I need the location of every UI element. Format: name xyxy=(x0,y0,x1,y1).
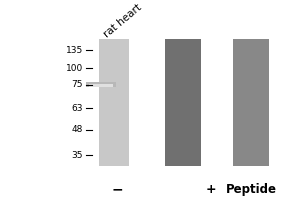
Bar xyxy=(233,39,269,166)
Text: Peptide: Peptide xyxy=(226,183,277,196)
Text: 100: 100 xyxy=(66,64,83,73)
Text: 48: 48 xyxy=(72,125,83,134)
Text: 35: 35 xyxy=(72,151,83,160)
Bar xyxy=(89,84,113,87)
Text: +: + xyxy=(206,183,216,196)
Text: 75: 75 xyxy=(72,80,83,89)
Text: 135: 135 xyxy=(66,46,83,55)
Text: −: − xyxy=(112,183,123,197)
Bar xyxy=(86,82,116,87)
Text: 63: 63 xyxy=(72,104,83,113)
Text: rat heart: rat heart xyxy=(102,2,144,40)
Bar xyxy=(100,39,129,166)
Bar xyxy=(165,39,200,166)
